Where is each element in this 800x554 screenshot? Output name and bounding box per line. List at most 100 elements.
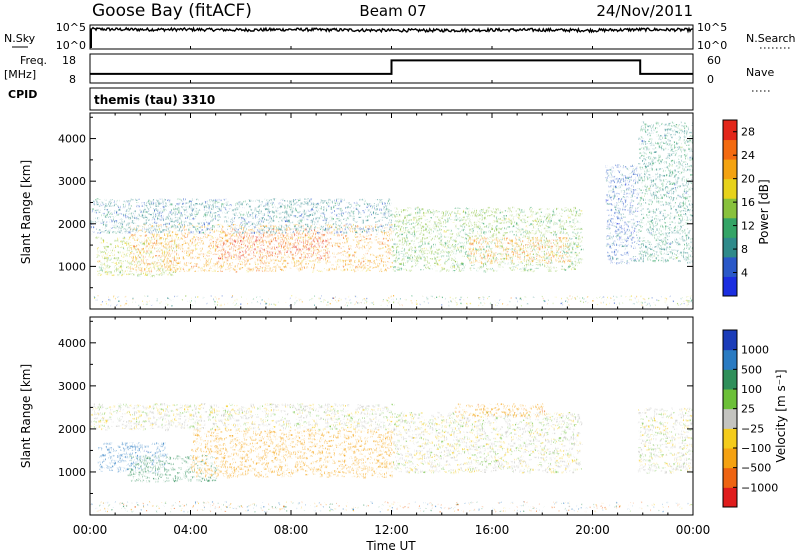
time-tick-label: 20:00 xyxy=(575,523,610,537)
power-ytick-label: 2000 xyxy=(58,218,86,231)
freq-tick-bottom: 8 xyxy=(69,73,76,86)
power-colorbar: 28 24 20 16 12 8 4 xyxy=(722,119,755,297)
velocity-colorbar-tick-label: 500 xyxy=(741,363,762,376)
time-tick-label: 16:00 xyxy=(475,523,510,537)
freq-label-line1: Freq. xyxy=(20,54,47,67)
cpid-panel: themis (tau) 3310 xyxy=(89,87,694,111)
date-title: 24/Nov/2011 xyxy=(596,2,693,20)
velocity-colorbar-tick-label: −500 xyxy=(741,462,771,475)
time-tick-label: 00:00 xyxy=(73,523,108,537)
noise-trace xyxy=(89,26,694,48)
time-tick-label: 04:00 xyxy=(173,523,208,537)
power-axis: 4000 3000 2000 1000 xyxy=(58,116,693,289)
noise-panel: N.Sky 10^5 10^0 10^5 10^0 N.Search xyxy=(4,21,796,52)
power-colorbar-cell xyxy=(723,120,737,141)
power-colorbar-tick-label: 28 xyxy=(741,126,755,139)
velocity-ytick-label: 3000 xyxy=(58,380,86,393)
heatmap-region-3 xyxy=(190,428,396,479)
cpid-label: CPID xyxy=(8,88,37,101)
velocity-colorbar-tick-label: 100 xyxy=(741,383,762,396)
noise-left-tick-bottom: 10^0 xyxy=(56,39,86,52)
noise-sky-line xyxy=(89,26,694,34)
heatmap-region-7 xyxy=(637,121,693,264)
nave-label: Nave xyxy=(746,66,774,79)
heatmap-cells xyxy=(90,403,693,513)
power-colorbar-tick-label: 12 xyxy=(741,220,755,233)
power-scatter xyxy=(90,121,693,307)
heatmap-ground-band xyxy=(90,295,693,307)
velocity-ytick-label: 1000 xyxy=(58,466,86,479)
time-axis-label: Time UT xyxy=(365,539,416,553)
cpid-text: themis (tau) 3310 xyxy=(94,93,215,107)
noise-left-label: N.Sky xyxy=(4,32,36,45)
time-tick-label: 00:00 xyxy=(676,523,711,537)
noise-right-tick-bottom: 10^0 xyxy=(697,39,727,52)
heatmap-region-0 xyxy=(90,403,396,432)
velocity-colorbar-tick-label: 1000 xyxy=(741,344,769,357)
velocity-colorbar-cell xyxy=(723,448,737,469)
heatmap-region-6 xyxy=(637,407,693,474)
heatmap-region-5 xyxy=(454,403,546,419)
time-axis: 00:00 04:00 08:00 12:00 16:00 20:00 00:00 xyxy=(73,46,711,537)
velocity-ytick-label: 4000 xyxy=(58,337,86,350)
velocity-colorbar-label: Velocity [m s⁻¹] xyxy=(774,369,788,462)
power-colorbar-tick-label: 20 xyxy=(741,173,755,186)
heatmap-region-5 xyxy=(467,236,572,265)
power-colorbar-cell xyxy=(723,217,737,238)
nave-tick-top: 60 xyxy=(707,54,721,67)
velocity-scatter xyxy=(90,403,693,513)
power-colorbar-tick-label: 16 xyxy=(741,196,755,209)
velocity-colorbar-tick-label: 25 xyxy=(741,403,755,416)
velocity-colorbar-frame xyxy=(722,329,738,508)
heatmap-region-6 xyxy=(605,164,642,265)
nave-tick-bottom: 0 xyxy=(707,73,714,86)
power-ytick-label: 4000 xyxy=(58,133,86,146)
noise-right-label: N.Search xyxy=(746,32,796,45)
power-colorbar-cell xyxy=(723,178,737,199)
velocity-colorbar-cell xyxy=(723,408,737,429)
power-colorbar-cell xyxy=(723,237,737,258)
power-colorbar-frame xyxy=(722,119,738,297)
velocity-colorbar-cell xyxy=(723,389,737,410)
power-colorbar-cell xyxy=(723,256,737,277)
power-ytick-label: 3000 xyxy=(58,175,86,188)
heatmap-region-4 xyxy=(391,206,584,273)
time-tick-label: 08:00 xyxy=(274,523,309,537)
power-colorbar-cell xyxy=(723,159,737,180)
power-panel: 4000 3000 2000 1000 Slant Range [km] 28 24 20… xyxy=(19,112,771,310)
power-colorbar-cell xyxy=(723,139,737,160)
power-ytick-label: 1000 xyxy=(58,260,86,273)
power-colorbar-cell xyxy=(723,276,737,297)
freq-label-line2: [MHz] xyxy=(4,68,36,81)
heatmap-ground-band xyxy=(90,501,693,513)
power-colorbar-label: Power [dB] xyxy=(757,179,771,244)
velocity-colorbar-cell xyxy=(723,487,737,508)
power-ylabel: Slant Range [km] xyxy=(19,160,33,264)
velocity-colorbar-cell xyxy=(723,330,737,351)
velocity-colorbar-cell xyxy=(723,349,737,370)
heatmap-cells xyxy=(90,121,693,307)
power-colorbar-cell xyxy=(723,198,737,219)
velocity-colorbar-tick-label: −100 xyxy=(741,442,771,455)
time-tick-label: 12:00 xyxy=(374,523,409,537)
velocity-ytick-label: 2000 xyxy=(58,423,86,436)
velocity-colorbar: 1000 500 100 25 −25 −100 −500 −1000 xyxy=(722,329,778,508)
velocity-ylabel: Slant Range [km] xyxy=(19,364,33,468)
velocity-colorbar-cell xyxy=(723,428,737,449)
velocity-colorbar-tick-label: −1000 xyxy=(741,481,778,494)
power-colorbar-tick-label: 4 xyxy=(741,267,748,280)
velocity-axis: 4000 3000 2000 1000 xyxy=(58,320,693,494)
noise-right-tick-top: 10^5 xyxy=(697,21,727,34)
heatmap-region-3 xyxy=(90,198,395,235)
velocity-panel: 4000 3000 2000 1000 Slant Range [km] 1000 50… xyxy=(19,316,788,516)
freq-tick-top: 18 xyxy=(62,54,76,67)
power-colorbar-tick-label: 24 xyxy=(741,149,755,162)
power-colorbar-tick-label: 8 xyxy=(741,243,748,256)
noise-left-tick-top: 10^5 xyxy=(56,21,86,34)
velocity-colorbar-cell xyxy=(723,369,737,390)
heatmap-region-2 xyxy=(216,228,332,260)
velocity-colorbar-tick-label: −25 xyxy=(741,422,764,435)
station-title: Goose Bay (fitACF) xyxy=(92,1,252,21)
velocity-colorbar-cell xyxy=(723,467,737,488)
